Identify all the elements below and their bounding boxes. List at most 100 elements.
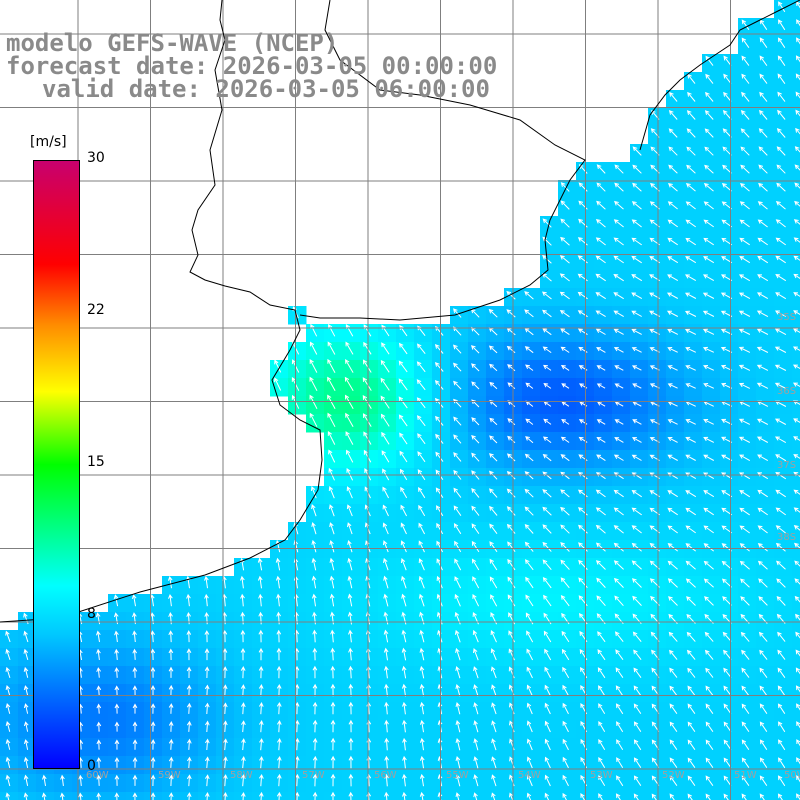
wind-arrow [793,525,800,531]
wind-cell [792,594,800,613]
wind-arrow [559,273,570,282]
wind-arrow [794,560,800,567]
wind-arrow [419,647,425,661]
wind-arrow [667,383,678,389]
wind-arrow [509,756,515,769]
wind-arrow [723,721,732,732]
wind-arrow [525,364,534,371]
wind-arrow [329,522,335,535]
wind-arrow [274,377,282,391]
wind-arrow [309,358,318,373]
wind-arrow [703,274,715,282]
wind-arrow [614,200,624,210]
wind-arrow [631,542,642,552]
wind-arrow [380,413,390,427]
wind-arrow [402,791,407,800]
wind-arrow [401,665,407,679]
wind-arrow [561,383,570,389]
wind-arrow [222,648,228,661]
wind-arrow [489,576,498,589]
wind-arrow [562,666,570,679]
wind-arrow [685,560,696,570]
wind-cell [792,342,800,361]
wind-cell [594,792,613,800]
wind-arrow [204,738,210,751]
wind-arrow [669,739,678,750]
wind-arrow [704,110,714,120]
wind-arrow [756,382,769,389]
wind-arrow [401,683,407,697]
wind-arrow [703,219,714,228]
wind-arrow [775,219,786,228]
wind-arrow [400,504,408,517]
wind-arrow [723,703,732,714]
wind-arrow [23,792,29,800]
wind-arrow [738,364,751,371]
wind-arrow [257,557,263,571]
wind-cell [792,774,800,793]
wind-arrow [132,630,137,643]
wind-arrow [562,738,569,751]
wind-arrow [596,164,606,174]
wind-arrow [525,576,534,589]
wind-arrow [596,365,606,371]
wind-arrow [756,346,769,353]
wind-arrow [598,756,606,769]
wind-arrow [491,720,497,733]
wind-arrow [186,684,192,696]
wind-arrow [506,523,516,534]
wind-cell [684,792,703,800]
wind-arrow [168,630,174,643]
wind-arrow [703,454,715,461]
wind-arrow [114,739,120,750]
wind-arrow [777,631,786,642]
wind-arrow [775,489,786,498]
wind-arrow [416,397,426,409]
wind-arrow [777,91,786,102]
wind-arrow [204,648,210,661]
wind-cell [792,18,800,37]
wind-arrow [543,418,552,425]
wind-arrow [738,346,751,353]
wind-arrow [471,434,480,444]
wind-arrow [186,593,191,607]
wind-arrow [384,665,389,679]
lat-label-38s: 38S [777,532,797,543]
wind-arrow [741,73,750,84]
wind-arrow [416,415,426,427]
wind-arrow [5,756,11,769]
wind-arrow [722,164,732,174]
wind-arrow [757,543,768,552]
wind-arrow [597,649,606,661]
wind-arrow [508,648,515,661]
wind-arrow [544,702,551,715]
wind-arrow [633,757,642,768]
wind-arrow [704,649,714,660]
wind-arrow [792,328,800,333]
wind-arrow [5,702,11,714]
wind-cell [792,288,800,307]
wind-arrow [150,666,156,678]
wind-arrow [489,435,498,444]
lon-label-59w: 59W [158,770,181,781]
wind-arrow [739,237,750,246]
wind-arrow [723,73,732,84]
wind-arrow [416,343,426,355]
wind-arrow [562,702,569,715]
wind-arrow [560,489,570,498]
wind-arrow [793,219,800,225]
wind-arrow [757,255,769,264]
wind-arrow [668,110,678,120]
wind-arrow [416,379,426,391]
wind-arrow [595,237,606,246]
wind-cell [792,270,800,289]
wind-cell [792,216,800,235]
wind-arrow [473,720,479,733]
wind-arrow [544,792,550,800]
wind-arrow [669,757,678,768]
wind-arrow [795,613,800,621]
wind-arrow [596,383,606,389]
wind-cell [792,612,800,631]
wind-arrow [363,341,372,355]
wind-arrow [509,792,514,800]
